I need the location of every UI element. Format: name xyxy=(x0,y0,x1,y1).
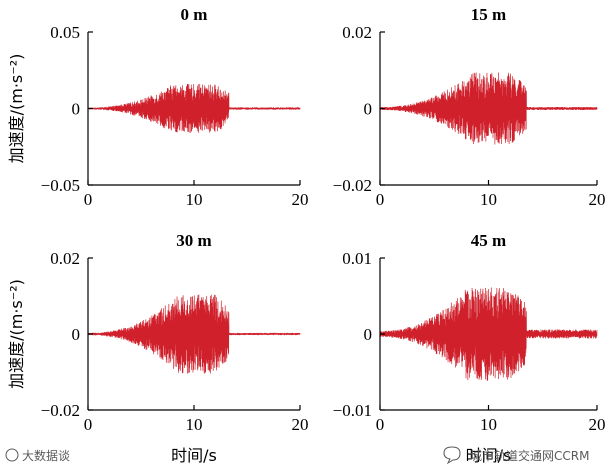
x-tick-label: 20 xyxy=(589,415,606,434)
y-tick-label: 0.01 xyxy=(342,249,372,268)
signal-trace xyxy=(87,294,301,374)
signal-trace xyxy=(379,72,598,145)
watermark-right: 城市轨道交通网CCRM xyxy=(443,446,589,465)
x-tick-label: 10 xyxy=(186,190,203,209)
y-tick-label: −0.05 xyxy=(41,176,80,195)
y-tick-label: 0 xyxy=(364,325,373,344)
panel-title: 45 m xyxy=(471,231,506,250)
x-tick-label: 20 xyxy=(292,415,309,434)
x-tick-label: 10 xyxy=(480,190,497,209)
y-tick-label: 0 xyxy=(72,100,81,119)
panel-title: 0 m xyxy=(181,5,208,24)
watermark-logo-icon xyxy=(5,448,19,462)
y-axis-title: 加速度/(m·s⁻²) xyxy=(7,54,26,164)
signal-trace xyxy=(87,84,301,133)
y-tick-label: −0.01 xyxy=(333,401,372,420)
x-tick-label: 20 xyxy=(589,190,606,209)
signal-trace xyxy=(379,287,598,381)
watermark-left-text: 大数据谈 xyxy=(22,448,70,463)
y-tick-label: 0.02 xyxy=(342,23,372,42)
y-tick-label: 0 xyxy=(72,325,81,344)
x-tick-label: 10 xyxy=(480,415,497,434)
y-tick-label: −0.02 xyxy=(333,176,372,195)
x-axis-title: 时间/s xyxy=(466,446,512,465)
y-tick-label: 0.02 xyxy=(50,249,80,268)
wechat-icon xyxy=(443,446,461,465)
x-tick-label: 0 xyxy=(84,190,93,209)
y-tick-label: 0 xyxy=(364,100,373,119)
panel-title: 15 m xyxy=(471,5,506,24)
x-tick-label: 10 xyxy=(186,415,203,434)
x-tick-label: 20 xyxy=(292,190,309,209)
y-tick-label: −0.02 xyxy=(41,401,80,420)
y-axis-title: 加速度/(m·s⁻²) xyxy=(7,279,26,389)
watermark-left: 大数据谈 xyxy=(5,448,70,463)
watermark-right-text: 城市轨道交通网CCRM xyxy=(470,448,589,463)
x-tick-label: 0 xyxy=(84,415,93,434)
x-tick-label: 0 xyxy=(376,190,385,209)
x-axis-title: 时间/s xyxy=(171,446,217,465)
y-tick-label: 0.05 xyxy=(50,23,80,42)
panel-title: 30 m xyxy=(176,231,211,250)
x-tick-label: 0 xyxy=(376,415,385,434)
